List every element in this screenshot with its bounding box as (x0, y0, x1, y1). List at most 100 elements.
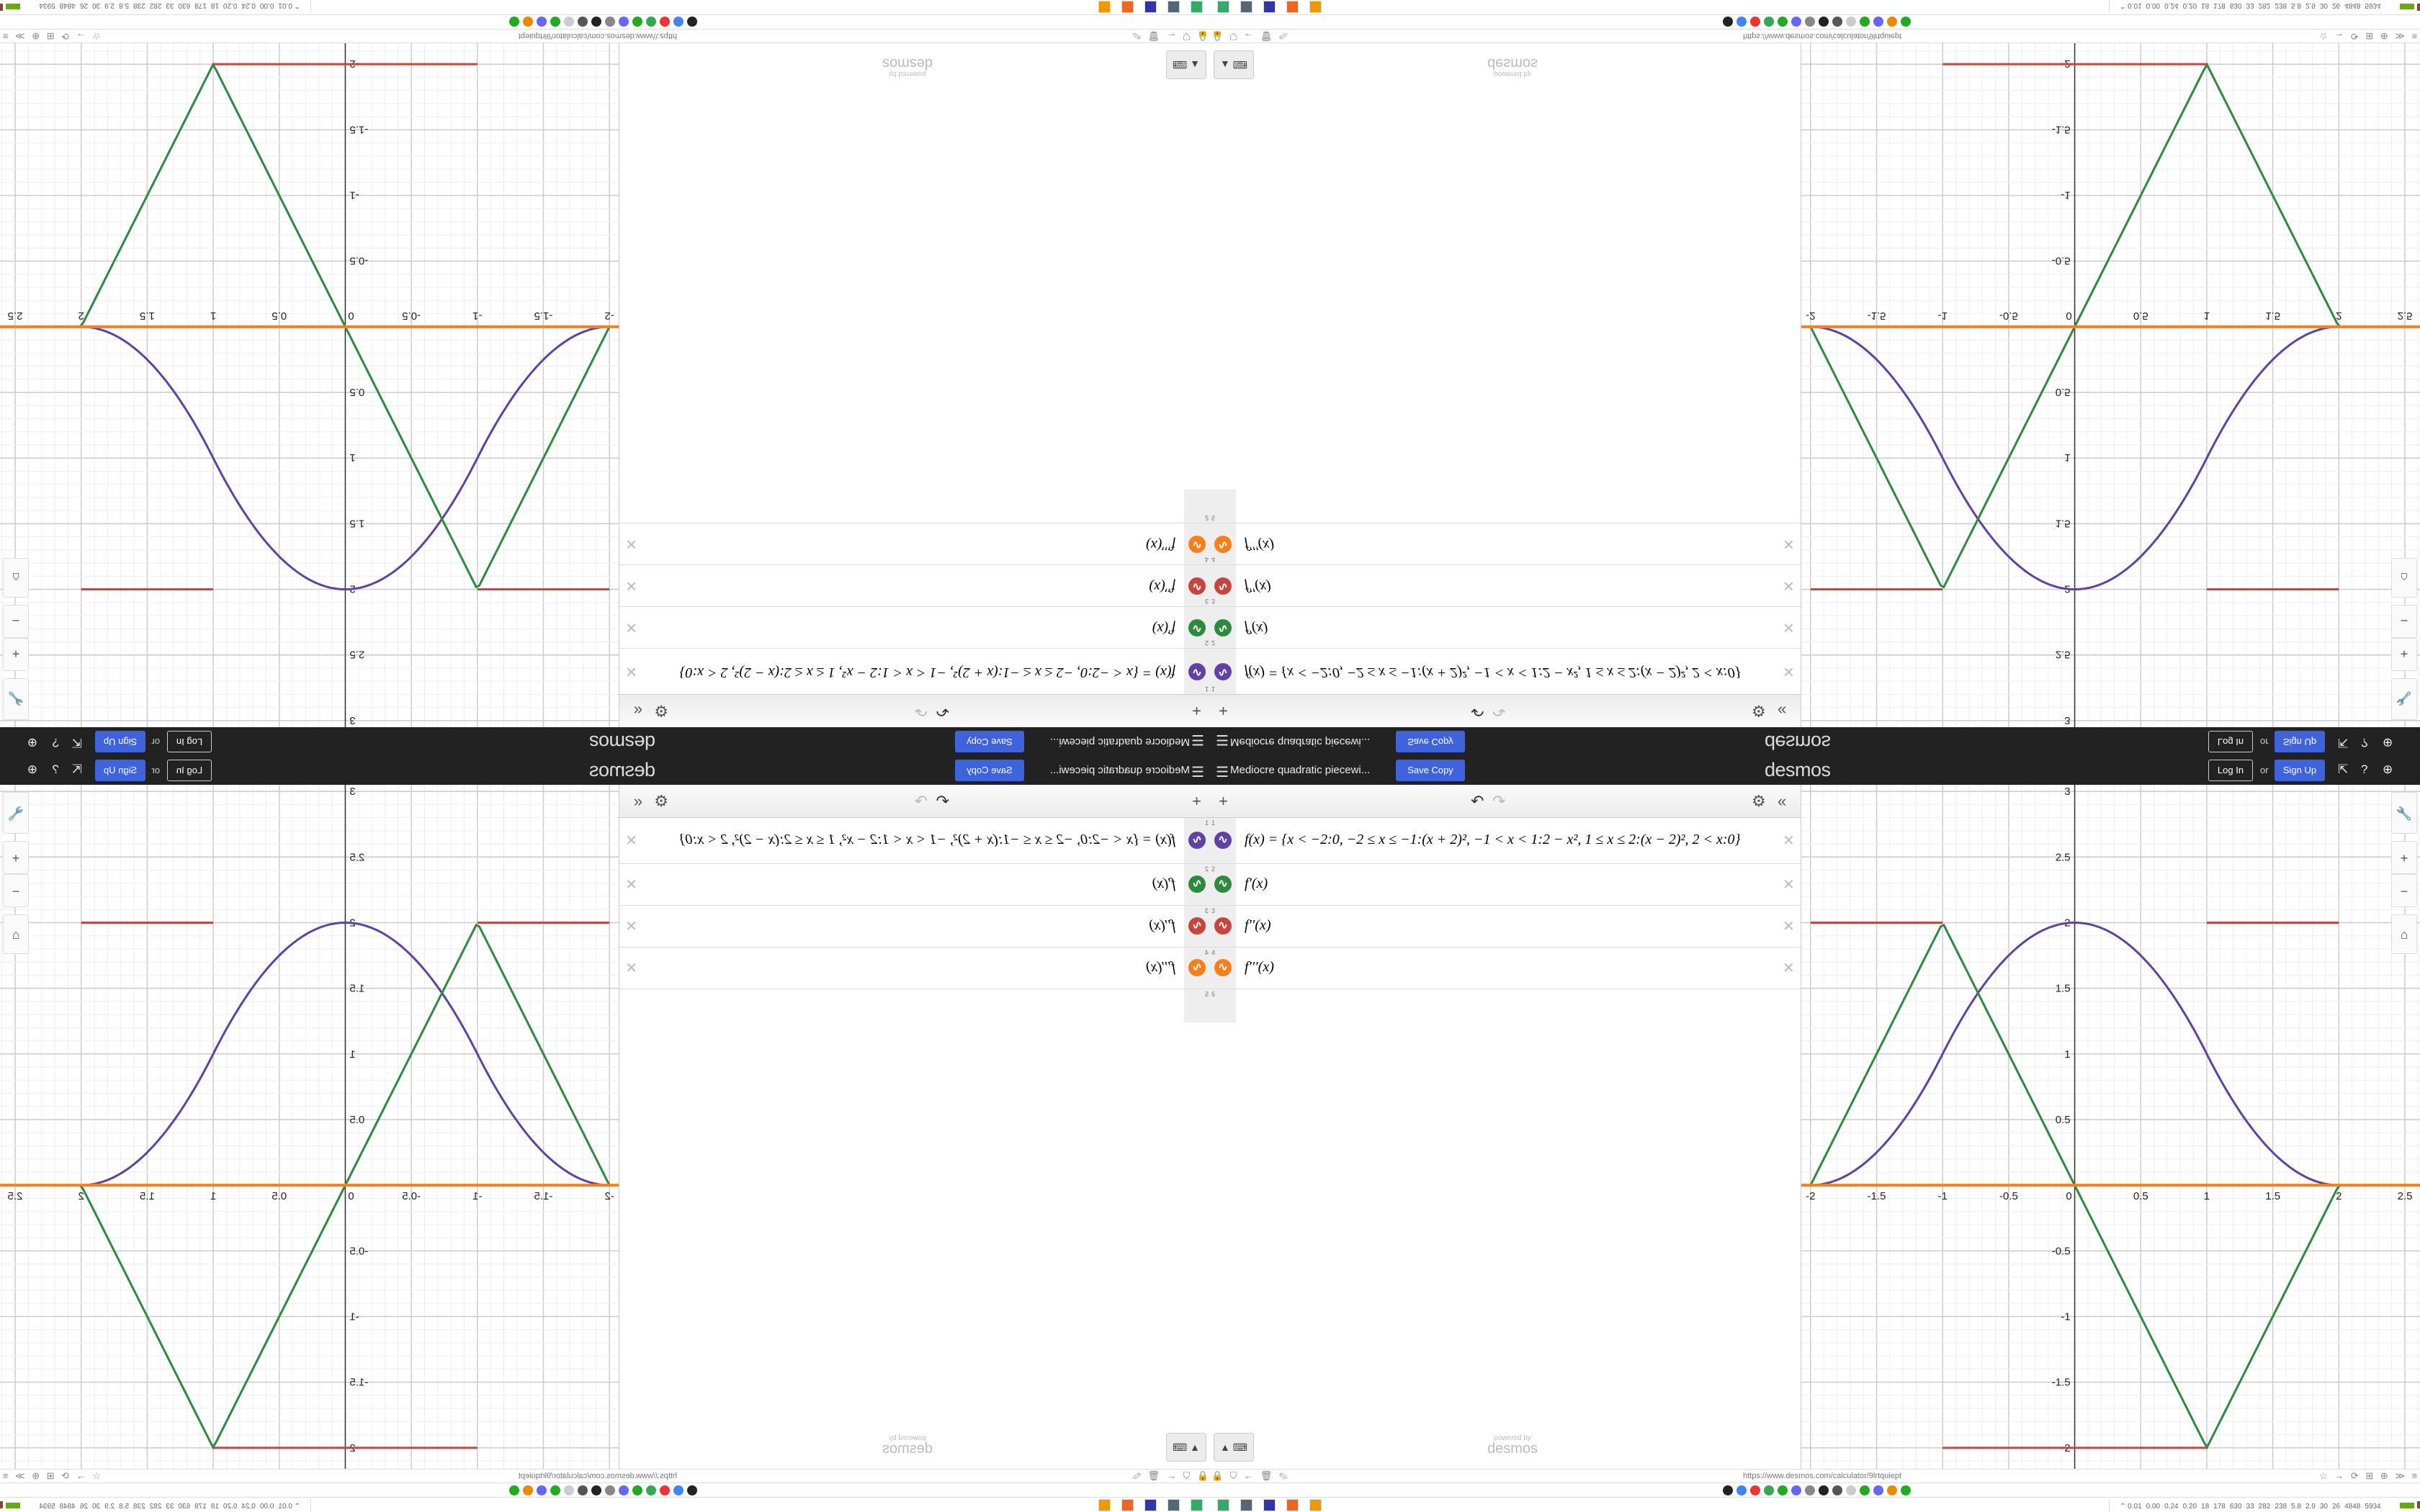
log-in-button[interactable]: Log In (167, 731, 212, 752)
expression-math[interactable]: f(x) = {x < −2:0, −2 ≤ x ≤ −1:(x + 2)², … (1245, 665, 1741, 680)
graph-paper[interactable]: -2-1.5-1-0.500.511.522.5-2-1.5-1-0.50.51… (0, 43, 619, 727)
bookmark-icon[interactable] (509, 1485, 519, 1495)
bookmark-icon[interactable] (591, 1485, 601, 1495)
zoom-in-button[interactable]: + (2391, 841, 2417, 874)
taskbar-app-icon[interactable] (1217, 1499, 1229, 1511)
bookmark-icon[interactable] (619, 1485, 629, 1495)
bookmark-icon[interactable] (1723, 1485, 1733, 1495)
zoom-in-button[interactable]: + (3, 841, 29, 874)
sign-up-button[interactable]: Sign Up (95, 760, 145, 781)
share-icon[interactable]: ⇱ (2338, 736, 2349, 750)
globe-icon[interactable]: ⊕ (27, 736, 37, 750)
graph-title[interactable]: Mediocre quadratic piecewi... (1230, 764, 1371, 776)
expression-row[interactable]: 4 ∿ f′′′(x) ✕ (619, 948, 1210, 989)
bookmark-icon[interactable] (578, 1485, 588, 1495)
bookmark-icon[interactable] (1901, 17, 1911, 27)
bookmark-icon[interactable] (1873, 17, 1883, 27)
taskbar-app-icon[interactable] (1168, 1, 1180, 13)
graph-title[interactable]: Mediocre quadratic piecewi... (1230, 736, 1371, 748)
expression-math[interactable]: f′(x) (1152, 621, 1175, 636)
bookmark-icon[interactable] (1860, 17, 1870, 27)
curve-color-icon[interactable]: ∿ (1214, 832, 1232, 849)
bookmark-icon[interactable] (673, 1485, 684, 1495)
taskbar-app-icon[interactable] (1144, 1499, 1157, 1511)
bookmark-icon[interactable] (1873, 1485, 1883, 1495)
bookmark-icon[interactable] (660, 17, 670, 27)
settings-button[interactable]: ⚙ (1752, 702, 1766, 720)
add-expression-button[interactable]: + (1219, 702, 1228, 720)
bookmark-icon[interactable] (1736, 1485, 1747, 1495)
delete-expression-icon[interactable]: ✕ (625, 877, 637, 893)
help-icon[interactable]: ? (2361, 762, 2368, 776)
bookmark-icon[interactable] (605, 17, 615, 27)
taskbar-app-icon[interactable] (1098, 1, 1111, 13)
curve-color-icon[interactable]: ∿ (1188, 663, 1206, 680)
globe-icon[interactable]: ⊕ (27, 762, 37, 776)
hamburger-icon[interactable]: ☰ (1191, 765, 1204, 780)
bookmark-icon[interactable] (660, 1485, 670, 1495)
bookmark-icon[interactable] (1846, 17, 1856, 27)
log-in-button[interactable]: Log In (2208, 760, 2253, 781)
expression-math[interactable]: f′′(x) (1149, 917, 1175, 933)
collapse-list-button[interactable]: « (633, 792, 642, 810)
home-icon[interactable]: ⌂ (2391, 558, 2417, 598)
graph-title[interactable]: Mediocre quadratic piecewi... (1049, 764, 1190, 776)
taskbar-app-icon[interactable] (1286, 1499, 1299, 1511)
zoom-out-button[interactable]: − (3, 874, 29, 907)
curve-color-icon[interactable]: ∿ (1214, 917, 1232, 935)
bookmark-icon[interactable] (509, 17, 519, 27)
url-bar-left-icons[interactable]: 🔒 ⛉ ← 🗑 ✎ (1211, 1470, 1290, 1481)
bookmark-icon[interactable] (1832, 17, 1842, 27)
url-text[interactable]: https://www.desmos.com/calculator/9lrtqu… (1743, 1472, 1902, 1480)
expression-math[interactable]: f′(x) (1245, 621, 1268, 636)
bookmark-icon[interactable] (1791, 1485, 1801, 1495)
hamburger-icon[interactable]: ☰ (1216, 732, 1229, 747)
bookmark-icon[interactable] (687, 17, 697, 27)
redo-button[interactable]: ↷ (1492, 792, 1506, 810)
taskbar-app-icon[interactable] (1240, 1499, 1252, 1511)
collapse-list-button[interactable]: « (1778, 792, 1787, 810)
bookmark-icon[interactable] (591, 17, 601, 27)
save-copy-button[interactable]: Save Copy (955, 731, 1024, 752)
expression-row[interactable]: 4 ∿ f′′′(x) ✕ (1210, 523, 1801, 564)
bookmark-icon[interactable] (1764, 17, 1774, 27)
delete-expression-icon[interactable]: ✕ (625, 577, 637, 593)
undo-button[interactable]: ↶ (936, 702, 949, 720)
curve-color-icon[interactable]: ∿ (1214, 577, 1232, 595)
bookmark-icon[interactable] (1819, 1485, 1829, 1495)
bookmark-icon[interactable] (1736, 17, 1747, 27)
zoom-out-button[interactable]: − (2391, 874, 2417, 907)
graph-paper[interactable]: -2-1.5-1-0.500.511.522.5-2-1.5-1-0.50.51… (1801, 785, 2420, 1469)
bookmark-icon[interactable] (1832, 1485, 1842, 1495)
bookmark-icon[interactable] (523, 1485, 533, 1495)
bookmark-icon[interactable] (1805, 17, 1815, 27)
taskbar-app-icon[interactable] (1240, 1, 1252, 13)
graph-settings-wrench-icon[interactable]: 🔧 (2391, 678, 2417, 720)
delete-expression-icon[interactable]: ✕ (1783, 919, 1795, 935)
bookmark-icon[interactable] (1750, 17, 1760, 27)
sign-up-button[interactable]: Sign Up (2275, 731, 2325, 752)
expression-row[interactable]: 2 ∿ f′(x) ✕ (619, 606, 1210, 648)
delete-expression-icon[interactable]: ✕ (1783, 536, 1795, 552)
bookmark-icon[interactable] (550, 17, 560, 27)
url-bar-left-icons[interactable]: 🔒 ⛉ ← 🗑 ✎ (1130, 1470, 1209, 1481)
delete-expression-icon[interactable]: ✕ (625, 960, 637, 976)
globe-icon[interactable]: ⊕ (2383, 736, 2393, 750)
home-icon[interactable]: ⌂ (3, 914, 29, 954)
settings-button[interactable]: ⚙ (1752, 792, 1766, 810)
delete-expression-icon[interactable]: ✕ (1783, 833, 1795, 849)
curve-color-icon[interactable]: ∿ (1188, 619, 1206, 636)
bookmark-icon[interactable] (632, 17, 642, 27)
keypad-toggle-button[interactable]: ▲ ⌨ (1166, 1433, 1206, 1462)
bookmark-icon[interactable] (1778, 17, 1788, 27)
curve-color-icon[interactable]: ∿ (1214, 876, 1232, 893)
expression-math[interactable]: f(x) = {x < −2:0, −2 ≤ x ≤ −1:(x + 2)², … (679, 665, 1175, 680)
zoom-in-button[interactable]: + (3, 638, 29, 671)
bookmark-icon[interactable] (1887, 1485, 1897, 1495)
delete-expression-icon[interactable]: ✕ (625, 919, 637, 935)
bookmark-icon[interactable] (1764, 1485, 1774, 1495)
taskbar-app-icon[interactable] (1263, 1499, 1276, 1511)
curve-color-icon[interactable]: ∿ (1214, 663, 1232, 680)
curve-color-icon[interactable]: ∿ (1188, 577, 1206, 595)
delete-expression-icon[interactable]: ✕ (1783, 663, 1795, 679)
